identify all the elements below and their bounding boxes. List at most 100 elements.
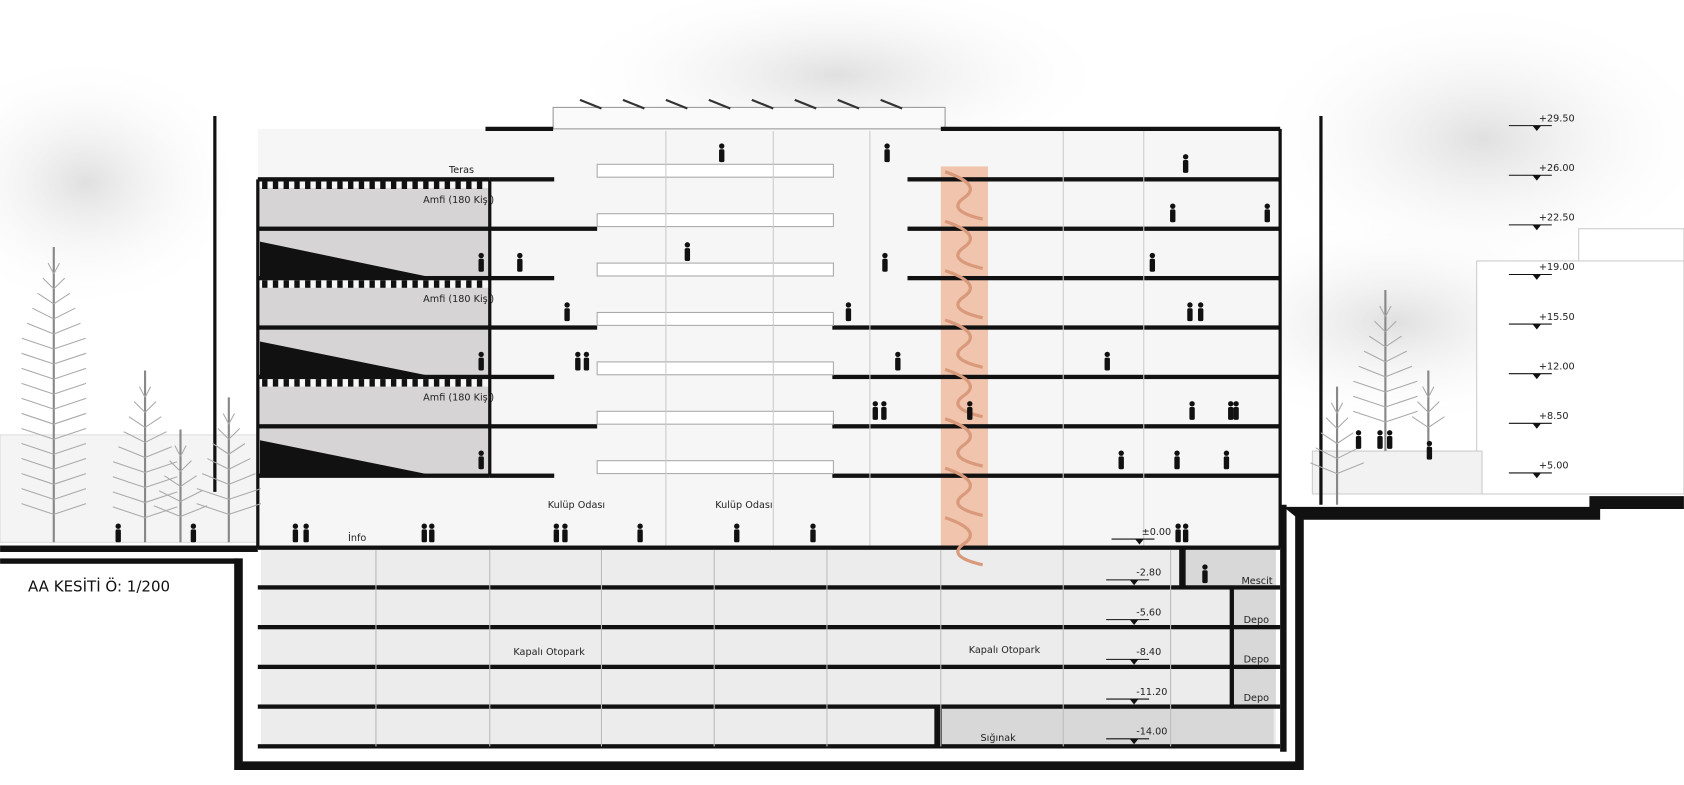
person-body xyxy=(884,149,890,163)
skylight-fin xyxy=(708,98,731,110)
tree-branch xyxy=(1358,365,1413,378)
elevation-label: +8.50 xyxy=(1539,411,1569,422)
person-body xyxy=(1377,435,1383,449)
tree-branch xyxy=(207,458,251,470)
level-marker xyxy=(1532,324,1542,330)
person-head xyxy=(429,523,435,529)
beam xyxy=(401,181,408,190)
person-body xyxy=(562,529,568,543)
tree-branch xyxy=(153,505,208,518)
skylight-fin xyxy=(579,98,602,110)
level-marker xyxy=(1532,423,1542,429)
skylight xyxy=(552,106,946,130)
person-body xyxy=(872,406,878,420)
people xyxy=(115,143,1433,584)
elevation-label: ±0.00 xyxy=(1142,527,1172,538)
person-head xyxy=(1170,203,1176,209)
space-label: Amfi (180 Kişi) xyxy=(423,393,494,404)
beam xyxy=(294,280,300,288)
beam xyxy=(315,379,322,387)
person-head xyxy=(1175,523,1181,529)
drawing-title: AA KESİTİ Ö: 1/200 xyxy=(28,577,170,596)
space-label: Teras xyxy=(448,165,474,176)
slab xyxy=(257,374,490,380)
skylight-fin xyxy=(751,98,774,110)
skylight-fin xyxy=(837,98,860,110)
person-body xyxy=(115,529,121,543)
person-body xyxy=(1228,406,1234,420)
person-body xyxy=(575,357,581,371)
space-label: Amfi (180 Kişi) xyxy=(423,195,494,206)
beam xyxy=(444,379,451,387)
beam xyxy=(294,379,300,387)
slab xyxy=(257,545,1281,550)
person-head xyxy=(292,523,299,529)
space-label: Depo xyxy=(1244,655,1270,666)
tree-branch xyxy=(21,352,87,365)
level-marker xyxy=(1129,659,1139,665)
tree-branch xyxy=(1352,410,1418,423)
tree-branch xyxy=(42,277,66,290)
ground-steps xyxy=(1283,496,1684,520)
beam xyxy=(412,280,418,288)
beam xyxy=(326,280,332,288)
beam xyxy=(358,181,365,190)
person-body xyxy=(1118,456,1124,470)
stair-flight xyxy=(944,466,984,518)
slab xyxy=(257,744,1281,749)
beam xyxy=(380,379,386,387)
beam xyxy=(305,181,311,190)
beam xyxy=(476,181,483,190)
beam xyxy=(315,181,322,190)
stair-seating xyxy=(1311,450,1483,495)
tree-branch xyxy=(1330,402,1344,414)
level-marker xyxy=(1532,274,1542,280)
beam xyxy=(466,280,472,288)
beam xyxy=(358,280,365,288)
person-body xyxy=(478,456,484,470)
beam xyxy=(262,280,268,288)
person-head xyxy=(1118,450,1124,456)
beam xyxy=(326,379,332,387)
person-body xyxy=(1264,209,1270,223)
tree-branch xyxy=(1363,350,1408,363)
beam xyxy=(455,280,461,288)
beam xyxy=(369,280,375,288)
slab xyxy=(257,226,490,231)
atrium-bridge xyxy=(596,460,834,475)
tree-branch xyxy=(21,473,87,485)
person-body xyxy=(1104,357,1110,371)
prayer-room xyxy=(1184,549,1276,588)
beam xyxy=(401,280,408,288)
beam xyxy=(294,181,300,190)
beam xyxy=(272,181,279,190)
cloud xyxy=(0,53,248,312)
level-marker xyxy=(1532,373,1542,380)
person-head xyxy=(1187,302,1193,308)
space-label: Kapalı Otopark xyxy=(969,645,1041,656)
person-head xyxy=(1202,564,1208,570)
skylight-fin xyxy=(880,98,903,110)
beam xyxy=(476,379,483,387)
beam xyxy=(423,181,429,190)
person-body xyxy=(1355,435,1362,449)
person-head xyxy=(1386,430,1393,436)
person-head xyxy=(967,401,973,407)
tree-branch xyxy=(21,412,87,425)
elevation-label: -5.60 xyxy=(1136,607,1161,618)
stair-flight xyxy=(944,269,984,320)
beam xyxy=(358,379,365,387)
person-head xyxy=(882,252,888,259)
person-body xyxy=(719,149,725,163)
person-body xyxy=(895,357,901,371)
person-head xyxy=(1189,401,1195,407)
person-body xyxy=(564,308,570,322)
person-head xyxy=(421,523,427,529)
tree-branch xyxy=(174,445,187,457)
beam xyxy=(305,379,311,387)
slab xyxy=(489,374,555,380)
tree-branch xyxy=(1374,320,1397,333)
person-body xyxy=(1149,258,1156,272)
beam xyxy=(283,181,289,190)
